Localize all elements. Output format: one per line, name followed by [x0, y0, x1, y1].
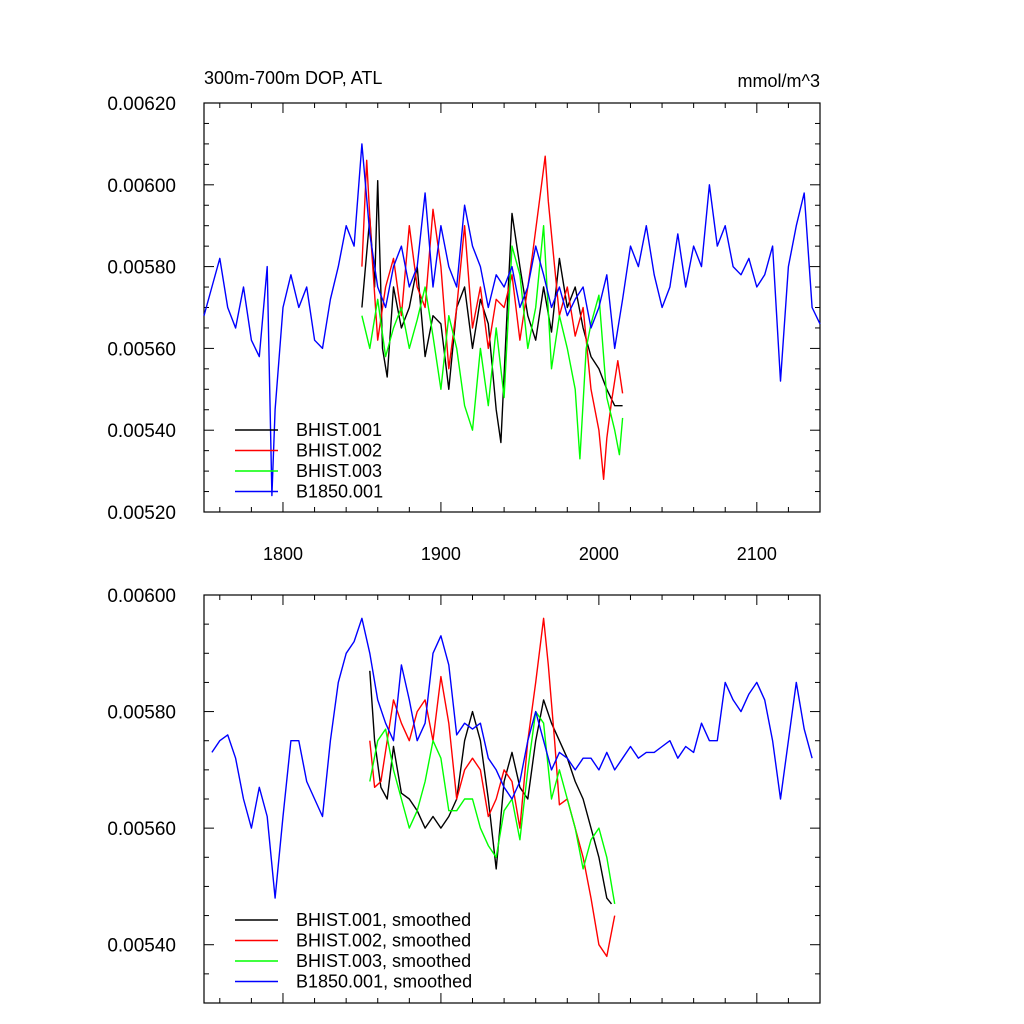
- x-tick-label: 2000: [579, 544, 619, 564]
- chart-title: 300m-700m DOP, ATL: [204, 68, 382, 88]
- legend-label: B1850.001, smoothed: [296, 972, 472, 992]
- series-line-bhist-001-smoothed: [369, 670, 613, 905]
- y-tick-label: 0.00540: [107, 936, 176, 957]
- bottom-chart-panel: 0.00540 0.00560 0.00580 0.00600 BHIST.001, …: [107, 586, 821, 1004]
- legend-label: BHIST.001: [296, 420, 382, 440]
- legend-label: BHIST.002, smoothed: [296, 931, 471, 951]
- legend-label: BHIST.003, smoothed: [296, 951, 471, 971]
- series-line-bhist-003: [361, 224, 624, 460]
- y-tick-label: 0.00520: [107, 503, 176, 524]
- legend-label: BHIST.003: [296, 461, 382, 481]
- x-tick-label: 1800: [263, 544, 303, 564]
- y-tick-label: 0.00580: [107, 703, 176, 724]
- x-tick-label: 2100: [737, 544, 777, 564]
- series-line-bhist-003-smoothed: [369, 710, 616, 905]
- x-tick-label: 1900: [421, 544, 461, 564]
- y-tick-label: 0.00560: [107, 339, 176, 360]
- y-tick-label: 0.00580: [107, 258, 176, 279]
- series-line-b1850-001-smoothed: [211, 617, 813, 899]
- y-tick-label: 0.00560: [107, 819, 176, 840]
- y-tick-label: 0.00600: [107, 586, 176, 607]
- series-line-bhist-002: [361, 155, 624, 480]
- series-line-b1850-001: [203, 143, 821, 497]
- legend-label: BHIST.002: [296, 441, 382, 461]
- top-chart-panel: 300m-700m DOP, ATL mmol/m^3 1800 1900 2000…: [107, 68, 821, 564]
- bottom-axes: 0.00540 0.00560 0.00580 0.00600: [107, 586, 821, 1004]
- units-label: mmol/m^3: [738, 71, 820, 91]
- bottom-series-lines: [211, 617, 813, 958]
- y-tick-label: 0.00540: [107, 421, 176, 442]
- y-tick-label: 0.00620: [107, 94, 176, 115]
- legend-label: B1850.001: [296, 482, 383, 502]
- series-line-bhist-001: [361, 179, 623, 444]
- top-series-lines: [203, 143, 821, 497]
- top-axes: 1800 1900 2000 2100 0.00520 0.00540 0.00560 0.0…: [107, 94, 821, 564]
- legend-label: BHIST.001, smoothed: [296, 910, 471, 930]
- y-tick-label: 0.00600: [107, 176, 176, 197]
